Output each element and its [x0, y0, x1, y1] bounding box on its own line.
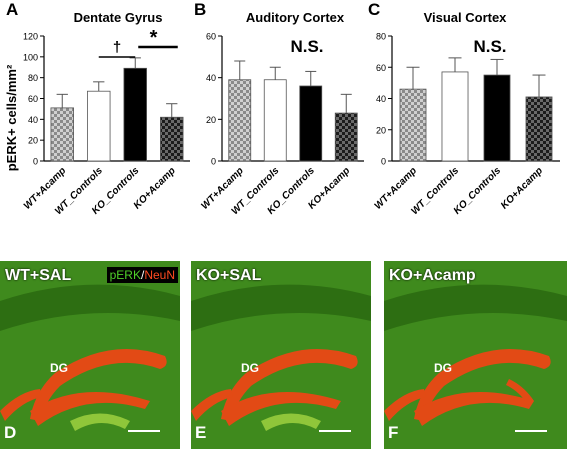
panel-letter-b: B: [194, 0, 207, 19]
scale-bar: [515, 430, 547, 432]
y-tick-label: 40: [206, 73, 216, 83]
micrograph-wt-sal: WT+SAL pERK/NeuN DG D: [0, 261, 180, 449]
micrograph-label: KO+SAL: [196, 267, 262, 284]
scale-bar: [319, 430, 351, 432]
bar-wt-acamp: [399, 88, 427, 162]
y-tick-label: 0: [211, 157, 216, 167]
chart-title: Dentate Gyrus: [74, 10, 163, 25]
y-tick-label: 20: [28, 136, 38, 146]
x-tick-label: KO+Acamp: [499, 165, 545, 211]
chart-title: Auditory Cortex: [246, 10, 345, 25]
bar-ko-acamp: [334, 112, 358, 162]
bar-ko-acamp: [160, 116, 184, 162]
y-tick-label: 20: [206, 115, 216, 125]
panel-letter-c: C: [368, 0, 381, 19]
chart-title: Visual Cortex: [424, 10, 508, 25]
bar-ko-controls: [299, 85, 323, 162]
legend-separator: /: [140, 268, 145, 282]
legend-neun: NeuN: [144, 268, 175, 282]
panel-letter-a: A: [6, 0, 19, 19]
panel-letter-f: F: [388, 423, 399, 442]
scale-bar: [128, 430, 160, 432]
legend-perk: pERK: [109, 268, 141, 282]
y-tick-label: 40: [28, 115, 38, 125]
panel-letter-d: D: [4, 423, 17, 442]
y-tick-label: 60: [376, 63, 386, 73]
dentate-gyrus-image: [384, 261, 567, 449]
y-tick-label: 80: [376, 32, 386, 42]
y-tick-label: 100: [23, 52, 38, 62]
not-significant-label: N.S.: [473, 37, 506, 56]
y-tick-label: 20: [376, 125, 386, 135]
micrograph-label: WT+SAL: [5, 267, 72, 284]
y-tick-label: 80: [28, 73, 38, 83]
region-label-dg: DG: [434, 361, 452, 375]
y-tick-label: 60: [28, 94, 38, 104]
bar-wt-controls: [87, 90, 111, 162]
dentate-gyrus-image: [0, 261, 180, 449]
y-tick-label: 60: [206, 32, 216, 42]
bar-ko-controls: [123, 67, 147, 162]
bar-wt-acamp: [50, 107, 74, 162]
stain-legend: pERK/NeuN: [106, 267, 178, 283]
y-tick-label: 0: [381, 157, 386, 167]
bar-wt-controls: [263, 79, 287, 162]
y-axis-label: pERK+ cells/mm²: [4, 64, 19, 171]
micrograph-ko-acamp: KO+Acamp DG F: [384, 261, 567, 449]
bar-wt-controls: [441, 71, 469, 162]
y-tick-label: 120: [23, 32, 38, 42]
bar-ko-controls: [483, 74, 511, 162]
dentate-gyrus-image: [191, 261, 371, 449]
bar-wt-acamp: [228, 79, 252, 162]
x-tick-label: WT+Acamp: [373, 165, 419, 211]
significance-dagger: †: [113, 39, 121, 56]
y-tick-label: 0: [33, 157, 38, 167]
micrograph-ko-sal: KO+SAL DG E: [191, 261, 371, 449]
region-label-dg: DG: [50, 361, 68, 375]
charts-area: pERK+ cells/mm² Dentate Gyrus 0 20 40 60 80 10…: [4, 10, 560, 217]
panel-letter-e: E: [195, 423, 207, 442]
region-label-dg: DG: [241, 361, 259, 375]
not-significant-label: N.S.: [290, 37, 323, 56]
significance-asterisk: *: [150, 27, 158, 49]
y-tick-label: 40: [376, 94, 386, 104]
bar-ko-acamp: [525, 96, 553, 162]
micrograph-label: KO+Acamp: [389, 267, 476, 284]
